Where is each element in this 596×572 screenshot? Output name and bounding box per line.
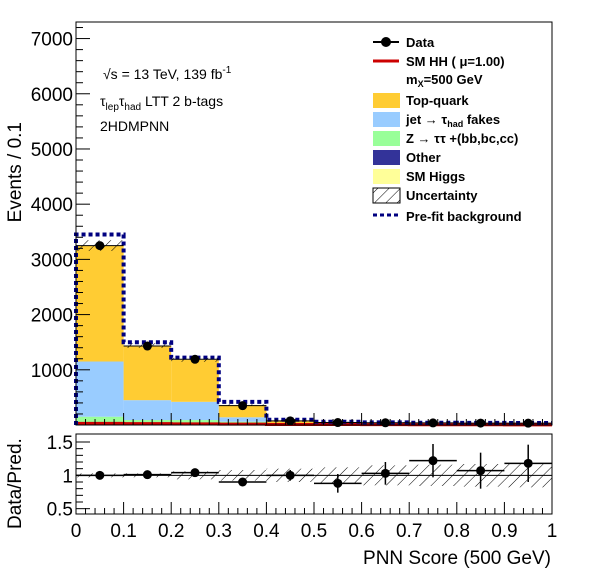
bar-1-1 <box>123 400 172 421</box>
data-point-4 <box>285 416 295 426</box>
ratio-xtick-label-5: 0.5 <box>301 521 327 542</box>
stacked-histogram <box>76 245 552 425</box>
ratio-y-axis-title: Data/Pred. <box>5 438 26 529</box>
svg-text:Pre-fit background: Pre-fit background <box>406 209 522 224</box>
legend-sm-higgs: SM Higgs <box>373 169 465 184</box>
svg-text:Uncertainty: Uncertainty <box>406 188 478 203</box>
ratio-point-5 <box>333 478 343 488</box>
ytick-label-0: 1000 <box>31 361 73 382</box>
data-point-6 <box>380 418 390 428</box>
bar-1-0 <box>76 361 124 417</box>
bar-2-0 <box>76 245 124 362</box>
data-point-2 <box>190 354 200 364</box>
ratio-ytick-label-2: 1.5 <box>47 433 73 454</box>
data-point-1 <box>142 341 152 351</box>
ratio-xtick-label-3: 0.3 <box>206 521 232 542</box>
ratio-point-8 <box>476 466 486 476</box>
legend: Data SM HH ( μ=1.00) mX=500 GeV Top-quar… <box>372 35 522 224</box>
svg-text:Top-quark: Top-quark <box>406 93 469 108</box>
ytick-label-1: 2000 <box>31 306 73 327</box>
ratio-point-4 <box>285 470 295 480</box>
ratio-point-0 <box>95 470 105 480</box>
main-y-axis-title: Events / 0.1 <box>5 122 26 222</box>
bar-2-2 <box>171 359 219 402</box>
ratio-point-2 <box>190 468 200 478</box>
ytick-label-6: 7000 <box>31 30 73 51</box>
channel-label: τlepτhad LTT 2 b-tags <box>100 93 223 113</box>
ratio-point-9 <box>523 458 533 468</box>
legend-mass: mX=500 GeV <box>406 72 483 89</box>
x-axis-title: PNN Score (500 GeV) <box>363 548 551 569</box>
ratio-point-6 <box>380 468 390 478</box>
energy-label: √s = 13 TeV, 139 fb-1 <box>103 65 232 82</box>
ratio-ytick-label-1: 1 <box>62 466 73 487</box>
legend-uncertainty: Uncertainty <box>372 187 478 204</box>
legend-other: Other <box>373 150 441 165</box>
data-point-3 <box>238 401 248 411</box>
svg-text:Other: Other <box>406 150 441 165</box>
svg-text:SM HH ( μ=1.00): SM HH ( μ=1.00) <box>406 54 505 69</box>
ratio-xtick-label-7: 0.7 <box>396 521 422 542</box>
bar-1-3 <box>218 417 267 422</box>
svg-text:SM Higgs: SM Higgs <box>406 169 465 184</box>
ytick-label-2: 3000 <box>31 250 73 271</box>
ytick-label-5: 6000 <box>31 85 73 106</box>
svg-text:Data: Data <box>406 35 435 50</box>
ytick-label-3: 4000 <box>31 195 73 216</box>
main-axes: 1000 2000 3000 4000 5000 6000 7000 <box>31 21 553 426</box>
bar-2-3 <box>218 405 267 418</box>
data-point-7 <box>428 418 438 428</box>
ratio-xtick-label-2: 0.2 <box>158 521 184 542</box>
ratio-xtick-label-8: 0.8 <box>444 521 470 542</box>
data-point-9 <box>523 418 533 428</box>
ratio-ytick-label-0: 0.5 <box>47 500 73 521</box>
ratio-axes: 0.5 1 1.5 0 0.1 0.2 0.3 0.4 0.5 0.6 0.7 0.8 0.9 1 <box>47 433 558 542</box>
ratio-point-1 <box>142 470 152 480</box>
data-point-8 <box>476 418 486 428</box>
svg-text:jet → τhad fakes: jet → τhad fakes <box>405 112 500 129</box>
data-point-5 <box>333 418 343 428</box>
ratio-xtick-label-6: 0.6 <box>348 521 374 542</box>
legend-fakes: jet → τhad fakes <box>373 112 500 129</box>
ratio-xtick-label-4: 0.4 <box>253 521 280 542</box>
ytick-label-4: 5000 <box>31 140 73 161</box>
ratio-points <box>76 444 552 493</box>
legend-data: Data <box>373 35 435 50</box>
ratio-point-3 <box>238 477 248 487</box>
legend-prefit: Pre-fit background <box>373 209 522 224</box>
legend-top-quark: Top-quark <box>373 93 469 108</box>
data-point-0 <box>95 241 105 251</box>
ratio-xtick-label-10: 1 <box>547 521 558 542</box>
svg-text:Z → ττ +(bb,bc,cc): Z → ττ +(bb,bc,cc) <box>406 131 518 146</box>
legend-sm-hh: SM HH ( μ=1.00) <box>373 54 505 69</box>
ratio-point-7 <box>428 456 438 466</box>
ratio-xtick-label-1: 0.1 <box>110 521 136 542</box>
ratio-xtick-label-9: 0.9 <box>491 521 517 542</box>
bar-1-2 <box>171 401 219 421</box>
bar-0-0 <box>76 416 124 425</box>
bar-2-1 <box>123 345 172 401</box>
ratio-xtick-label-0: 0 <box>71 521 82 542</box>
model-label: 2HDMPNN <box>100 118 169 134</box>
legend-ztautau: Z → ττ +(bb,bc,cc) <box>373 131 518 146</box>
